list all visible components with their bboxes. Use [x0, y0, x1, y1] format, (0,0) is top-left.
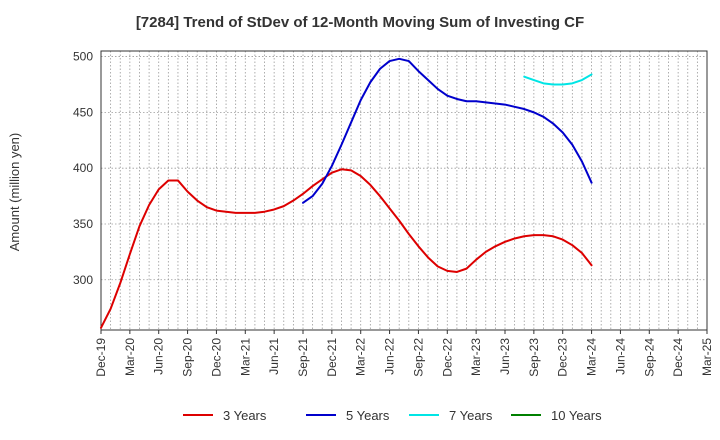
legend-label-7-years: 7 Years: [449, 408, 493, 423]
x-tick-label: Mar-21: [238, 338, 252, 376]
x-tick-label: Sep-20: [181, 338, 195, 377]
x-tick-label: Jun-24: [613, 338, 627, 375]
x-tick-label: Sep-21: [296, 338, 310, 377]
y-tick-label: 300: [73, 273, 93, 287]
x-tick-label: Sep-24: [642, 338, 656, 377]
plot-border: [100, 50, 708, 331]
x-tick-label: Jun-23: [498, 338, 512, 375]
x-tick-label: Jun-21: [267, 338, 281, 375]
axis-layer: 300 350 400 450 500 Dec-19 Mar-20 Jun-20 Sep-20 D…: [73, 50, 714, 377]
grid-layer: [100, 51, 708, 330]
x-tick-label: Sep-22: [411, 338, 425, 377]
x-tick-label: Sep-23: [527, 338, 541, 377]
series-layer: [100, 57, 593, 329]
y-axis-label: Amount (million yen): [7, 133, 22, 252]
series-line-3-years: [100, 168, 593, 329]
legend-label-10-years: 10 Years: [551, 408, 602, 423]
legend: 3 Years 5 Years 7 Years 10 Years: [183, 408, 602, 423]
plot-area: [101, 51, 707, 330]
series-line-5-years: [302, 57, 593, 204]
x-tick-label: Dec-19: [94, 338, 108, 377]
chart-title: [7284] Trend of StDev of 12-Month Moving…: [135, 14, 585, 31]
x-tick-label: Mar-22: [354, 338, 368, 376]
legend-label-3-years: 3 Years: [223, 408, 267, 423]
series-line-7-years: [523, 73, 593, 86]
x-tick-label: Jun-20: [152, 338, 166, 375]
x-tick-label: Mar-25: [700, 338, 714, 376]
x-tick-label: Dec-23: [556, 338, 570, 377]
x-tick-label: Dec-20: [209, 338, 223, 377]
x-tick-label: Mar-23: [469, 338, 483, 376]
x-tick-label: Dec-24: [671, 338, 685, 377]
legend-label-5-years: 5 Years: [346, 408, 390, 423]
y-tick-label: 450: [73, 105, 93, 119]
x-tick-label: Mar-24: [585, 338, 599, 376]
x-tick-label: Jun-22: [383, 338, 397, 375]
x-tick-label: Dec-21: [325, 338, 339, 377]
x-tick-label: Mar-20: [123, 338, 137, 376]
y-tick-label: 400: [73, 161, 93, 175]
x-tick-label: Dec-22: [440, 338, 454, 377]
y-tick-label: 500: [73, 50, 93, 64]
y-tick-label: 350: [73, 217, 93, 231]
